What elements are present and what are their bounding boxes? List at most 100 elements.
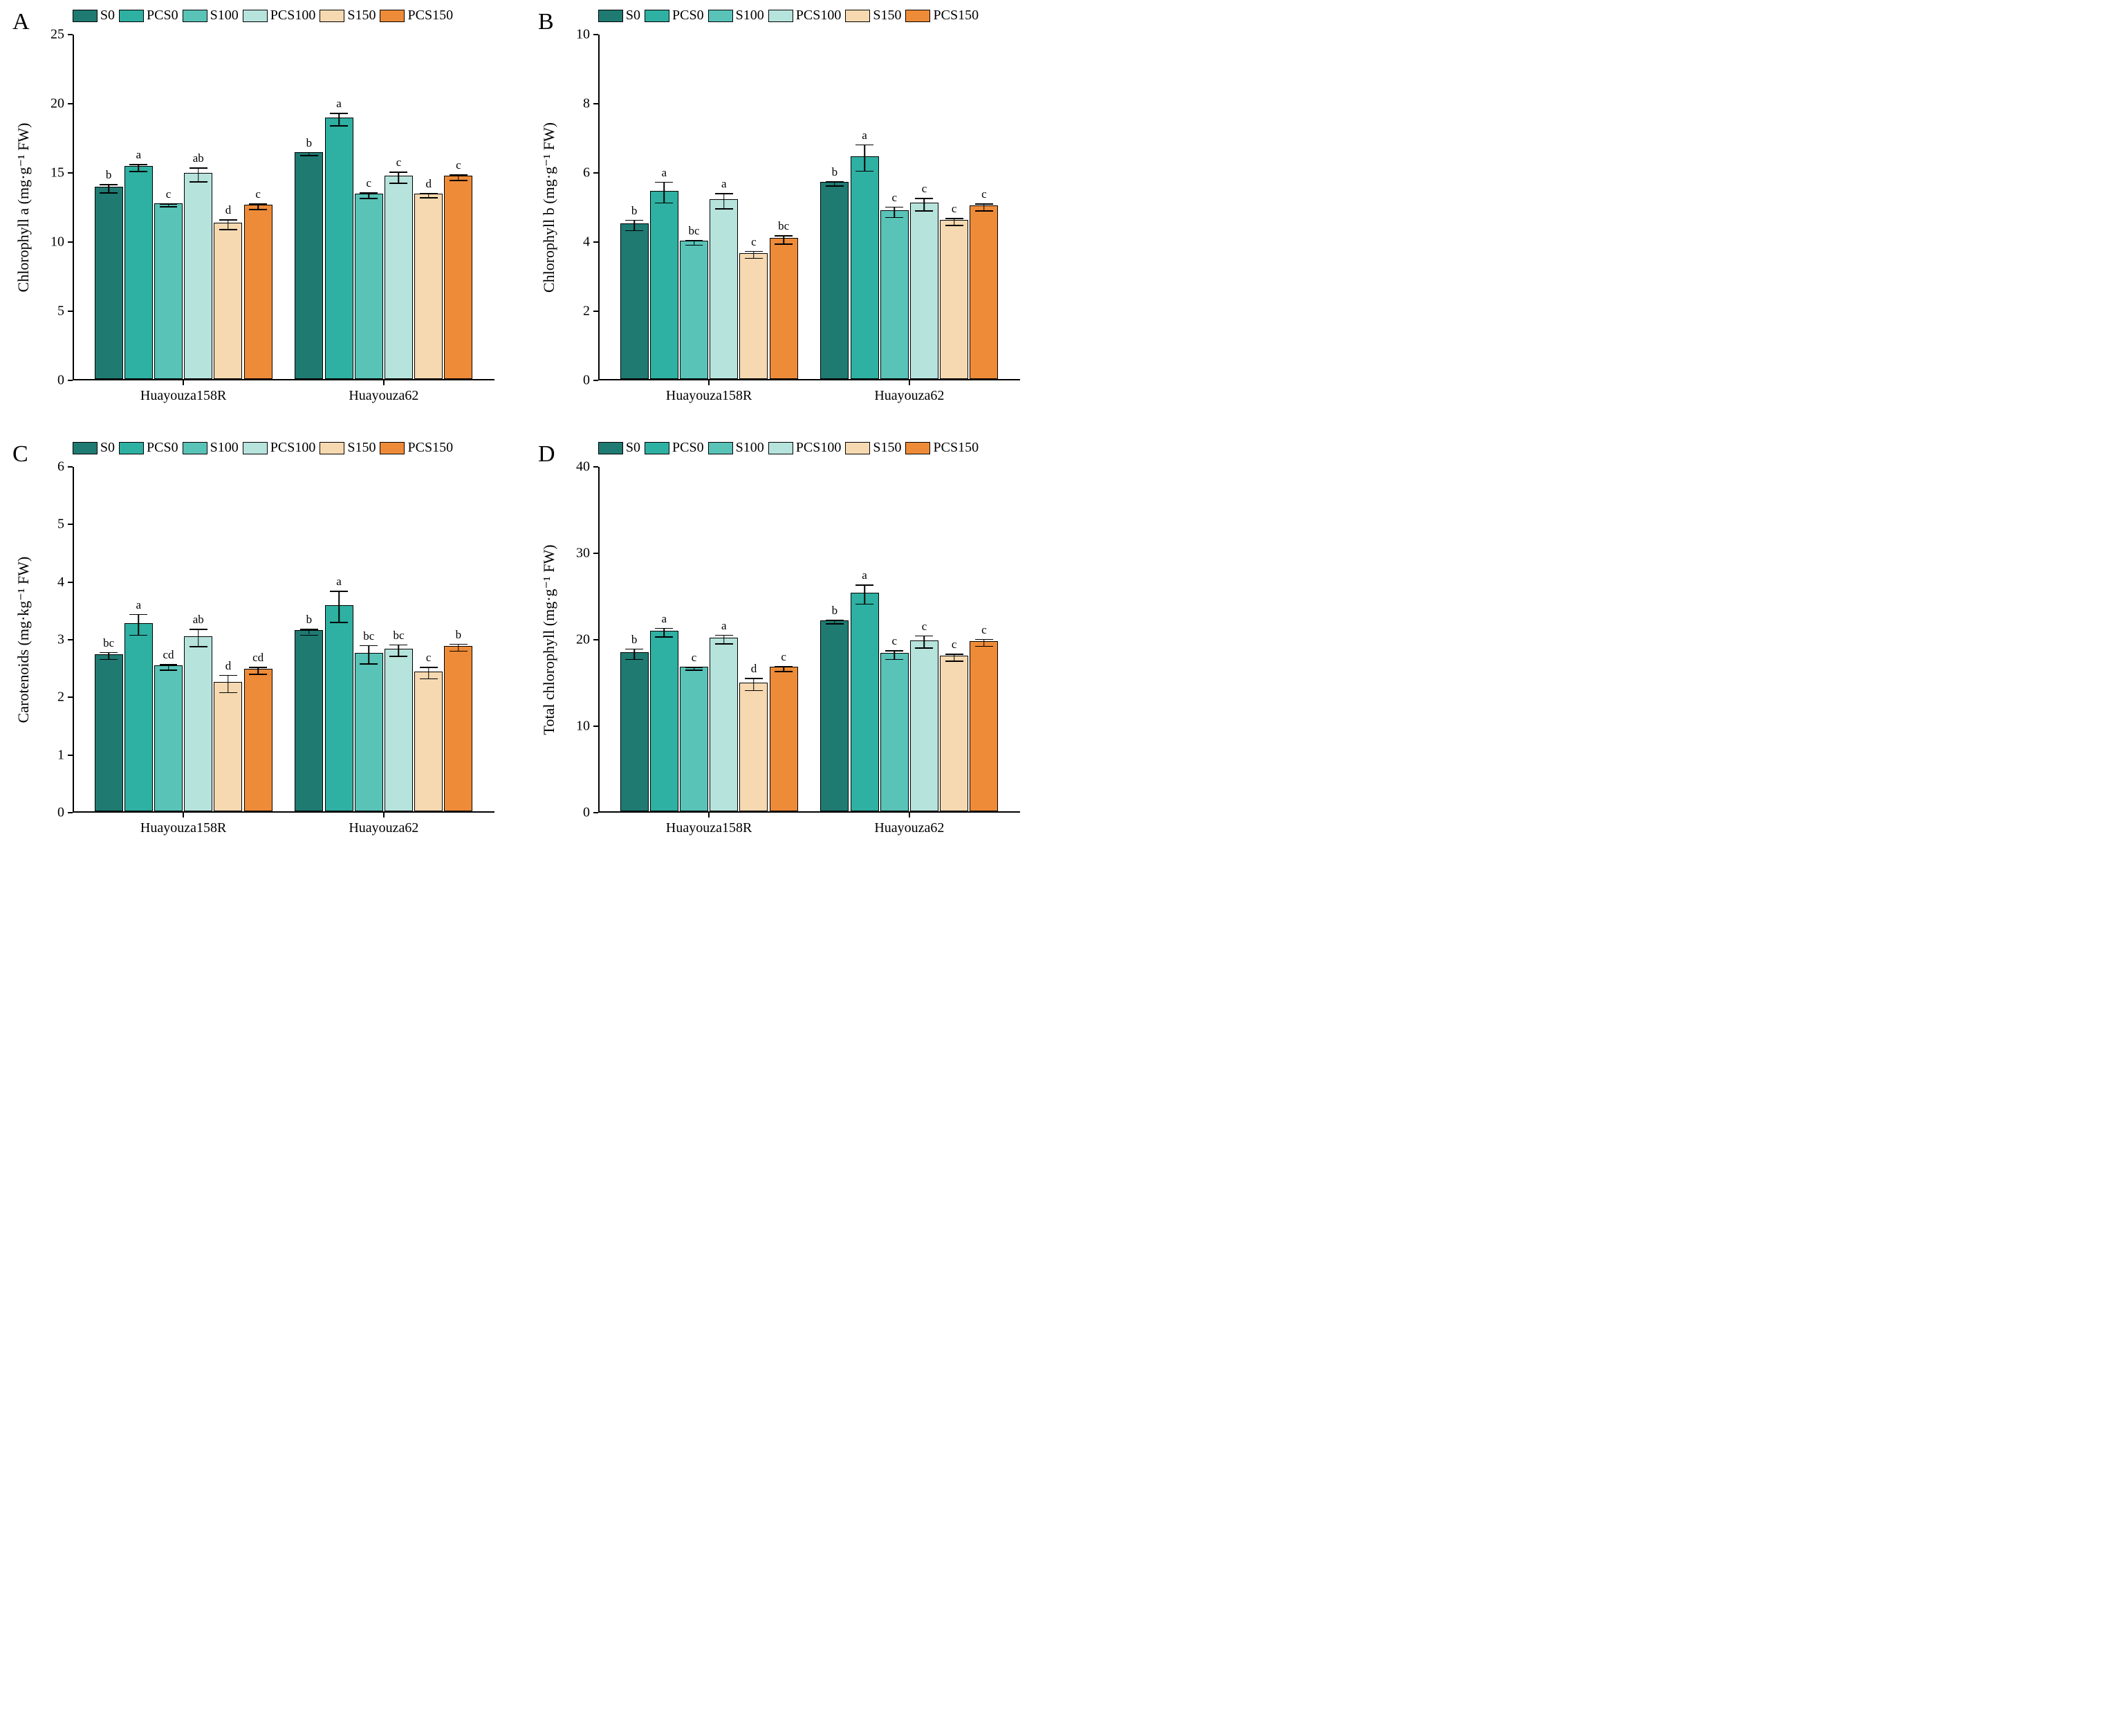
legend-swatch — [645, 10, 669, 22]
y-tick-label: 0 — [583, 805, 590, 821]
error-cap — [300, 152, 318, 154]
legend-item: S150 — [845, 8, 901, 24]
legend-item: S100 — [708, 440, 764, 456]
error-cap — [745, 690, 763, 692]
error-cap — [775, 671, 793, 672]
error-cap — [745, 258, 763, 259]
legend-swatch — [183, 10, 207, 22]
significance-label: a — [336, 97, 342, 111]
error-bar — [633, 220, 635, 230]
error-cap — [855, 171, 873, 172]
error-cap — [249, 667, 267, 668]
error-cap — [685, 245, 703, 246]
significance-label: d — [425, 177, 432, 191]
y-tick — [68, 755, 73, 756]
bar — [770, 667, 798, 811]
legend-label: PCS0 — [147, 8, 178, 24]
y-tick-label: 10 — [50, 234, 64, 250]
panel-C: CS0PCS0S100PCS100S150PCS150Carotenoids (… — [7, 436, 519, 858]
legend-label: PCS0 — [672, 8, 704, 24]
bar — [739, 683, 768, 811]
y-tick-label: 4 — [583, 234, 590, 250]
error-cap — [100, 659, 118, 661]
bar — [95, 187, 123, 379]
error-cap — [330, 622, 348, 623]
error-cap — [189, 629, 207, 630]
legend-label: PCS150 — [407, 8, 453, 24]
error-cap — [450, 180, 468, 181]
error-bar — [338, 591, 340, 622]
bar — [880, 210, 909, 379]
legend-swatch — [598, 442, 623, 454]
y-tick-label: 5 — [57, 517, 64, 533]
y-tick — [68, 812, 73, 813]
error-cap — [219, 692, 237, 694]
legend-label: S0 — [626, 440, 640, 456]
y-axis-label: Chlorophyll a (mg·g⁻¹ FW) — [15, 123, 33, 293]
error-bar — [138, 164, 140, 171]
legend-item: S0 — [598, 8, 640, 24]
error-cap — [625, 659, 643, 661]
error-cap — [715, 635, 733, 636]
error-bar — [369, 645, 370, 664]
legend-item: S0 — [598, 440, 640, 456]
error-bar — [664, 182, 665, 203]
legend-item: PCS100 — [768, 8, 842, 24]
error-cap — [360, 645, 378, 647]
error-bar — [458, 644, 459, 651]
error-cap — [160, 670, 178, 671]
y-tick — [68, 466, 73, 468]
error-bar — [864, 145, 865, 171]
error-cap — [360, 192, 378, 194]
x-tick-label: Huayouza158R — [666, 388, 752, 404]
y-tick-label: 2 — [57, 690, 64, 705]
legend-item: PCS150 — [380, 440, 453, 456]
error-cap — [450, 644, 468, 645]
bar — [95, 654, 123, 812]
legend-label: S100 — [210, 440, 239, 456]
significance-label: ab — [193, 613, 204, 627]
error-cap — [100, 192, 118, 194]
bar — [940, 656, 968, 811]
error-cap — [100, 652, 118, 654]
x-tick — [183, 813, 184, 818]
error-cap — [129, 171, 147, 172]
legend-item: S150 — [320, 8, 376, 24]
bar — [414, 194, 443, 379]
error-cap — [855, 145, 873, 146]
bar — [851, 156, 879, 380]
y-tick — [593, 172, 598, 174]
error-cap — [420, 667, 438, 668]
error-cap — [945, 218, 963, 219]
error-cap — [745, 251, 763, 252]
bar — [295, 630, 323, 811]
legend-label: PCS0 — [147, 440, 178, 456]
error-cap — [390, 656, 408, 657]
bar — [910, 640, 938, 812]
significance-label: bc — [778, 219, 789, 233]
error-bar — [198, 167, 199, 181]
legend-label: S150 — [873, 8, 901, 24]
plot-area: 010203040Huayouza158RbacadcHuayouza62bac… — [598, 467, 1020, 813]
y-tick — [593, 241, 598, 243]
legend-item: S100 — [708, 8, 764, 24]
error-cap — [360, 198, 378, 199]
significance-label: cd — [163, 648, 174, 662]
y-tick — [68, 582, 73, 583]
y-tick — [593, 553, 598, 554]
error-cap — [129, 635, 147, 636]
error-bar — [664, 628, 665, 637]
error-cap — [745, 678, 763, 679]
error-cap — [945, 661, 963, 662]
x-tick-label: Huayouza158R — [666, 820, 752, 836]
legend: S0PCS0S100PCS100S150PCS150 — [7, 8, 519, 24]
significance-label: a — [662, 166, 667, 180]
significance-label: c — [952, 202, 957, 216]
significance-label: c — [456, 158, 461, 172]
bar — [880, 653, 909, 811]
significance-label: bc — [103, 636, 114, 650]
error-bar — [228, 675, 229, 692]
legend-item: S150 — [320, 440, 376, 456]
legend-item: S100 — [183, 8, 239, 24]
y-tick — [593, 311, 598, 312]
